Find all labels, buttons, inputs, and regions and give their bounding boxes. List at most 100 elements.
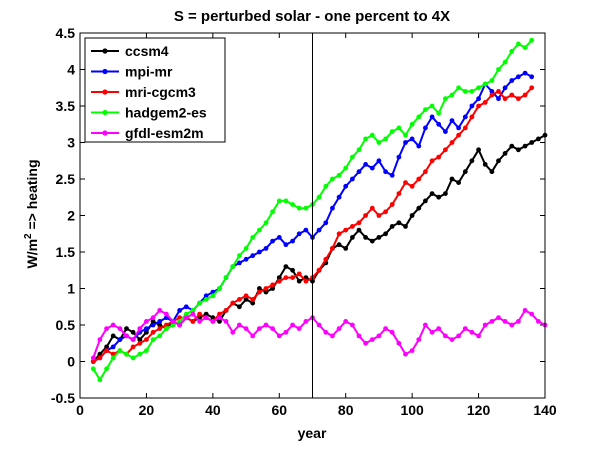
data-point-mpi-mr [509, 78, 515, 83]
data-point-hadgem2-es [97, 377, 103, 383]
data-point-mri-cgcm3 [150, 329, 156, 335]
data-point-hadgem2-es [130, 355, 136, 361]
data-point-ccsm4 [529, 140, 535, 145]
data-point-mpi-mr [243, 256, 249, 262]
data-point-ccsm4 [482, 162, 488, 167]
data-point-ccsm4 [489, 169, 495, 175]
data-point-mri-cgcm3 [316, 267, 322, 273]
legend-label-mri-cgcm3: mri-cgcm3 [125, 84, 196, 100]
x-tick-label: 80 [338, 402, 354, 418]
x-tick-label: 60 [271, 402, 287, 418]
data-point-hadgem2-es [343, 165, 349, 171]
data-point-mpi-mr [389, 172, 395, 178]
data-point-gfdl-esm2m [257, 326, 262, 331]
data-point-gfdl-esm2m [462, 326, 468, 331]
data-point-mpi-mr [396, 154, 402, 160]
y-axis-label-main: W/m [24, 239, 40, 269]
legend-label-mpi-mr: mpi-mr [125, 64, 173, 80]
data-point-gfdl-esm2m [250, 333, 256, 339]
data-point-gfdl-esm2m [536, 319, 541, 324]
x-tick-label: 40 [205, 402, 221, 418]
data-point-mri-cgcm3 [157, 326, 163, 331]
data-point-ccsm4 [369, 238, 375, 244]
data-point-mri-cgcm3 [502, 96, 508, 102]
data-point-hadgem2-es [150, 337, 156, 342]
data-point-mpi-mr [270, 238, 275, 244]
legend-marker-gfdl-esm2m [102, 130, 108, 136]
y-tick-label: 2 [67, 208, 75, 224]
data-point-hadgem2-es [124, 351, 129, 357]
data-point-mri-cgcm3 [250, 297, 256, 302]
data-point-mpi-mr [330, 205, 335, 211]
data-point-mpi-mr [296, 231, 302, 237]
data-point-hadgem2-es [104, 366, 109, 372]
data-point-ccsm4 [124, 326, 129, 331]
data-point-mri-cgcm3 [296, 271, 302, 277]
data-point-hadgem2-es [137, 351, 143, 357]
data-point-hadgem2-es [423, 107, 428, 112]
data-point-ccsm4 [376, 235, 382, 240]
data-point-mpi-mr [323, 220, 329, 226]
data-point-gfdl-esm2m [190, 311, 196, 317]
y-tick-label: 4 [67, 62, 75, 78]
data-point-mpi-mr [476, 96, 481, 102]
data-point-ccsm4 [336, 242, 342, 248]
data-point-hadgem2-es [403, 132, 408, 138]
data-point-hadgem2-es [356, 147, 362, 153]
data-point-hadgem2-es [376, 140, 382, 145]
data-point-mri-cgcm3 [509, 92, 515, 98]
data-point-gfdl-esm2m [130, 337, 136, 342]
data-point-gfdl-esm2m [157, 308, 163, 313]
data-point-gfdl-esm2m [316, 322, 322, 328]
data-point-hadgem2-es [250, 235, 256, 240]
data-point-hadgem2-es [489, 78, 495, 83]
data-point-gfdl-esm2m [97, 337, 103, 342]
data-point-ccsm4 [283, 264, 289, 269]
data-point-hadgem2-es [283, 198, 289, 204]
data-point-mpi-mr [157, 319, 163, 324]
data-point-mpi-mr [429, 114, 435, 120]
data-point-ccsm4 [203, 311, 209, 317]
data-point-hadgem2-es [482, 81, 488, 87]
data-point-gfdl-esm2m [217, 315, 222, 321]
legend-marker-ccsm4 [102, 48, 108, 54]
data-point-gfdl-esm2m [104, 326, 109, 331]
data-point-gfdl-esm2m [283, 329, 289, 335]
data-point-gfdl-esm2m [356, 333, 362, 339]
data-point-mri-cgcm3 [429, 158, 435, 164]
data-point-mpi-mr [462, 114, 468, 120]
data-point-hadgem2-es [416, 114, 422, 120]
data-point-gfdl-esm2m [482, 322, 488, 328]
data-point-mri-cgcm3 [522, 92, 528, 98]
data-point-gfdl-esm2m [243, 326, 249, 331]
data-point-mpi-mr [110, 344, 116, 350]
data-point-hadgem2-es [270, 209, 275, 215]
data-point-hadgem2-es [330, 176, 335, 182]
data-point-gfdl-esm2m [476, 333, 481, 339]
data-point-mri-cgcm3 [423, 169, 428, 175]
data-point-mri-cgcm3 [363, 213, 368, 218]
data-point-mri-cgcm3 [469, 114, 475, 120]
data-point-mri-cgcm3 [343, 227, 349, 233]
data-point-mri-cgcm3 [369, 205, 375, 211]
data-point-hadgem2-es [476, 85, 481, 91]
data-point-gfdl-esm2m [529, 311, 535, 317]
data-point-ccsm4 [502, 151, 508, 156]
data-point-mri-cgcm3 [223, 308, 229, 313]
data-point-mri-cgcm3 [449, 140, 455, 145]
data-point-mri-cgcm3 [383, 209, 388, 215]
data-point-gfdl-esm2m [409, 348, 415, 353]
data-point-hadgem2-es [449, 92, 455, 98]
y-tick-label: 0 [67, 354, 75, 370]
data-point-hadgem2-es [164, 326, 169, 331]
data-point-mri-cgcm3 [389, 202, 395, 207]
data-point-hadgem2-es [409, 121, 415, 127]
data-point-mri-cgcm3 [462, 125, 468, 131]
data-point-mpi-mr [203, 293, 209, 299]
data-point-ccsm4 [356, 227, 362, 233]
data-point-ccsm4 [383, 231, 388, 237]
data-point-hadgem2-es [290, 202, 295, 207]
x-tick-label: 140 [533, 402, 557, 418]
data-point-hadgem2-es [316, 194, 322, 200]
data-point-hadgem2-es [303, 205, 309, 211]
